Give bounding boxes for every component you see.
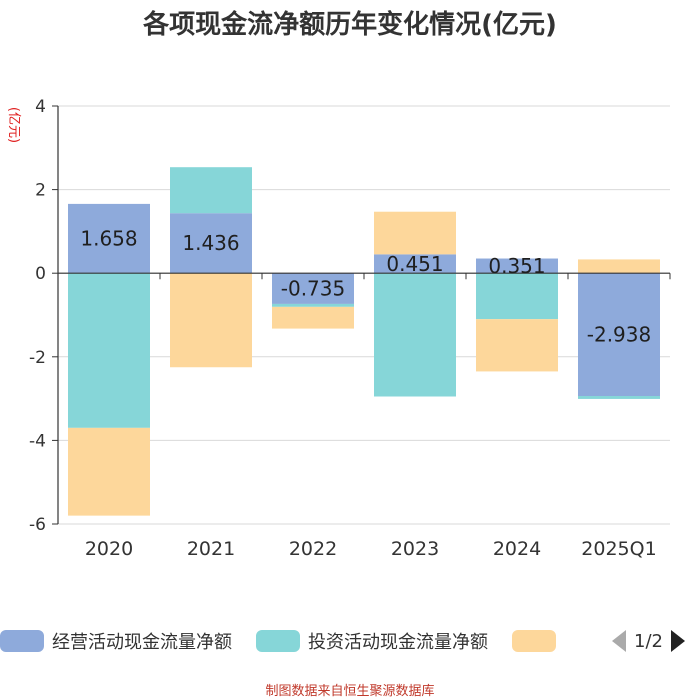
bar-2024-series-1[interactable]	[476, 273, 558, 320]
data-source: 制图数据来自恒生聚源数据库	[265, 684, 435, 699]
x-tick-label: 2025Q1	[581, 538, 656, 560]
y-tick-label: -6	[29, 515, 46, 535]
bar-2020-series-1[interactable]	[68, 273, 150, 428]
bar-2022-series-1[interactable]	[272, 303, 354, 307]
bar-2023-series-1[interactable]	[374, 273, 456, 397]
legend-pager: 1/2	[612, 626, 685, 656]
y-tick-label: -4	[29, 431, 46, 451]
legend-swatch-financing	[512, 630, 556, 652]
legend-page-indicator: 1/2	[634, 630, 663, 652]
data-label-2021: 1.436	[182, 231, 239, 255]
data-label-2022: -0.735	[281, 277, 345, 301]
data-label-2024: 0.351	[488, 254, 545, 278]
bar-2020-series-2[interactable]	[68, 427, 150, 516]
prev-page-icon[interactable]	[612, 630, 626, 652]
legend-label-investing: 投资活动现金流量净额	[308, 632, 488, 653]
y-tick-label: 0	[35, 264, 46, 284]
bar-2025Q1-series-1[interactable]	[578, 396, 660, 399]
legend-swatch-operating	[0, 630, 44, 652]
x-tick-label: 2021	[187, 538, 235, 560]
bar-2025Q1-series-2[interactable]	[578, 259, 660, 274]
bar-2020-series-0[interactable]	[68, 203, 150, 274]
bar-2023-series-2[interactable]	[374, 211, 456, 255]
data-label-2025Q1: -2.938	[587, 323, 651, 347]
legend-item-investing[interactable]: 投资活动现金流量净额	[256, 628, 488, 654]
axes: 4 2 0 -2 -4 -6 2020 2021 2022 2023 2024 2025Q1	[29, 97, 671, 560]
bar-2024-series-0[interactable]	[476, 258, 558, 274]
legend-item-operating[interactable]: 经营活动现金流量净额	[0, 628, 232, 654]
bar-2024-series-2[interactable]	[476, 319, 558, 372]
data-labels: 1.658 1.436 -0.735 0.451 0.351 -2.938	[80, 227, 651, 347]
bar-2022-series-2[interactable]	[272, 306, 354, 329]
data-label-2020: 1.658	[80, 227, 137, 251]
chart-title: 各项现金流净额历年变化情况(亿元)	[143, 10, 557, 40]
bar-2023-series-0[interactable]	[374, 254, 456, 274]
legend: 经营活动现金流量净额 投资活动现金流量净额	[0, 626, 588, 656]
data-label-2023: 0.451	[386, 252, 443, 276]
bar-2022-series-0[interactable]	[272, 273, 354, 304]
x-tick-label: 2023	[391, 538, 439, 560]
y-tick-label: -2	[29, 348, 46, 368]
next-page-icon[interactable]	[670, 630, 685, 652]
bar-group	[68, 167, 660, 516]
y-tick-label: 2	[35, 181, 46, 201]
x-tick-label: 2024	[493, 538, 541, 560]
bar-2021-series-0[interactable]	[170, 213, 252, 274]
legend-swatch-investing	[256, 630, 300, 652]
bar-2021-series-2[interactable]	[170, 273, 252, 368]
bar-2021-series-1[interactable]	[170, 167, 252, 214]
chart-svg: 4 2 0 -2 -4 -6 2020 2021 2022 2023 2024 2025Q1 1.65…	[6, 97, 671, 560]
legend-item-financing[interactable]	[512, 630, 564, 652]
x-tick-label: 2022	[289, 538, 337, 560]
y-axis-label: (亿元)	[6, 107, 21, 143]
bar-2025Q1-series-0[interactable]	[578, 273, 660, 397]
x-tick-label: 2020	[85, 538, 133, 560]
y-tick-label: 4	[35, 97, 46, 117]
legend-label-operating: 经营活动现金流量净额	[52, 632, 232, 653]
